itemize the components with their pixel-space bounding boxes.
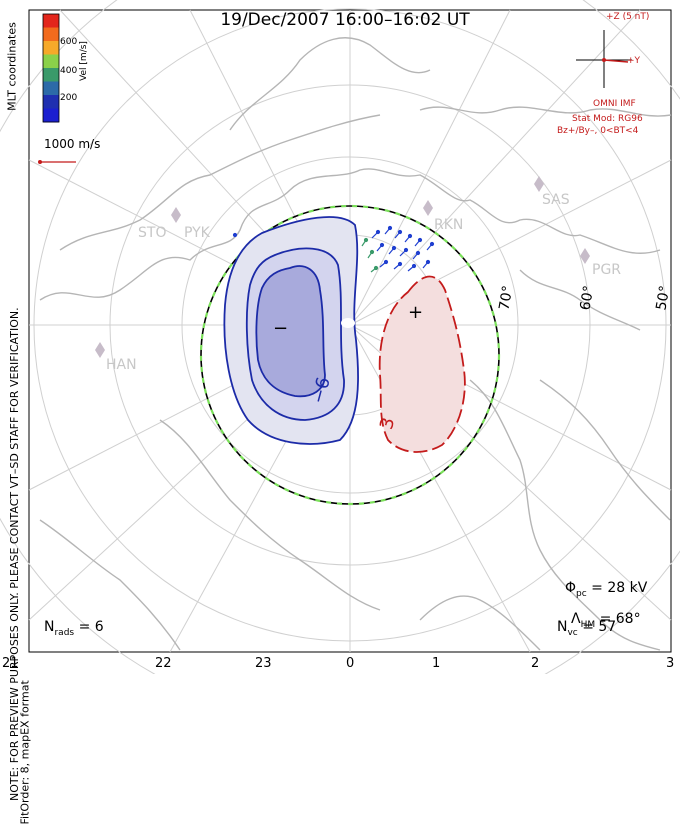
- imf-y-label: +Y: [627, 56, 641, 66]
- colorbar-swatch: [43, 81, 59, 96]
- colorbar-swatch: [43, 27, 59, 42]
- mlt-tick: 3: [666, 656, 675, 671]
- phi-pc-symbol: Φpc: [565, 580, 587, 599]
- mlt-tick: 0: [346, 656, 355, 671]
- station-label: HAN: [106, 357, 137, 373]
- station-label: PYK: [184, 225, 210, 241]
- coastlines: [39, 37, 672, 651]
- mlt-tick: 22: [155, 656, 172, 671]
- colorbar-swatch: [43, 14, 59, 28]
- imf-condition: Bz+/By–, 0<BT<4: [557, 126, 639, 136]
- station-markers: [95, 176, 590, 358]
- imf-vector: [603, 59, 629, 63]
- colorbar-swatch: [43, 95, 59, 109]
- imf-origin: [602, 58, 606, 62]
- colorbar-tick: 200: [60, 93, 78, 103]
- n-rads-label: Nrads: [44, 619, 75, 638]
- lambda-hm-value: = 68°: [599, 611, 641, 627]
- positive-cell: [378, 275, 466, 453]
- lambda-hm-symbol: ΛHM: [571, 611, 596, 630]
- pole-marker: [341, 318, 355, 328]
- n-vc-row: Nvc = 57: [557, 619, 616, 638]
- phi-pc-stat: Φpc = 28 kV: [565, 580, 647, 599]
- reference-vector-dot: [38, 160, 42, 164]
- colorbar: [42, 13, 60, 123]
- lambda-hm-stat: ΛHM = 68°: [571, 611, 641, 630]
- reference-vector-label: 1000 m/s: [44, 137, 101, 151]
- imf-z-label: +Z (5 nT): [606, 12, 650, 22]
- station-label: RKN: [434, 217, 464, 233]
- velocity-vectors-green: [361, 237, 379, 273]
- station-label: SAS: [542, 192, 570, 208]
- colorbar-swatch: [43, 68, 59, 82]
- mlt-tick: 1: [432, 656, 441, 671]
- imf-model: Stat Mod: RG96: [572, 114, 643, 124]
- negative-cell-inner: [255, 265, 326, 398]
- colorbar-swatch: [43, 54, 59, 69]
- colorbar-tick: 600: [60, 37, 78, 47]
- positive-cell-sign: +: [408, 302, 424, 323]
- coordinate-label: MLT coordinates: [5, 22, 19, 111]
- n-vc-label: Nvc: [557, 619, 578, 638]
- mlt-tick: 23: [255, 656, 272, 671]
- imf-source: OMNI IMF: [593, 99, 636, 109]
- velocity-vectors: [232, 225, 435, 272]
- map-canvas: [0, 0, 680, 726]
- n-vc-value: = 57: [582, 619, 617, 635]
- fit-order-note: FitOrder: 8, mapEX format: [18, 680, 32, 825]
- phi-pc-value: = 28 kV: [591, 580, 648, 596]
- colorbar-border: [42, 13, 60, 123]
- mlt-tick: 21: [2, 656, 19, 671]
- colorbar-swatch: [43, 41, 59, 55]
- mlt-tick: 2: [531, 656, 540, 671]
- station-label: PGR: [592, 262, 622, 278]
- hmb-boundary-dash: [199, 204, 501, 506]
- negative-cell-sign: −: [273, 318, 289, 339]
- station-label: STO: [138, 225, 167, 241]
- colorbar-tick: 400: [60, 66, 78, 76]
- n-rads-value: = 6: [78, 619, 104, 635]
- colorbar-axis-label: Vel [m/s]: [78, 41, 89, 81]
- colorbar-swatch: [43, 108, 59, 123]
- n-rads-stat: Nrads = 6: [44, 619, 104, 638]
- map-title: 19/Dec/2007 16:00–16:02 UT: [220, 10, 470, 30]
